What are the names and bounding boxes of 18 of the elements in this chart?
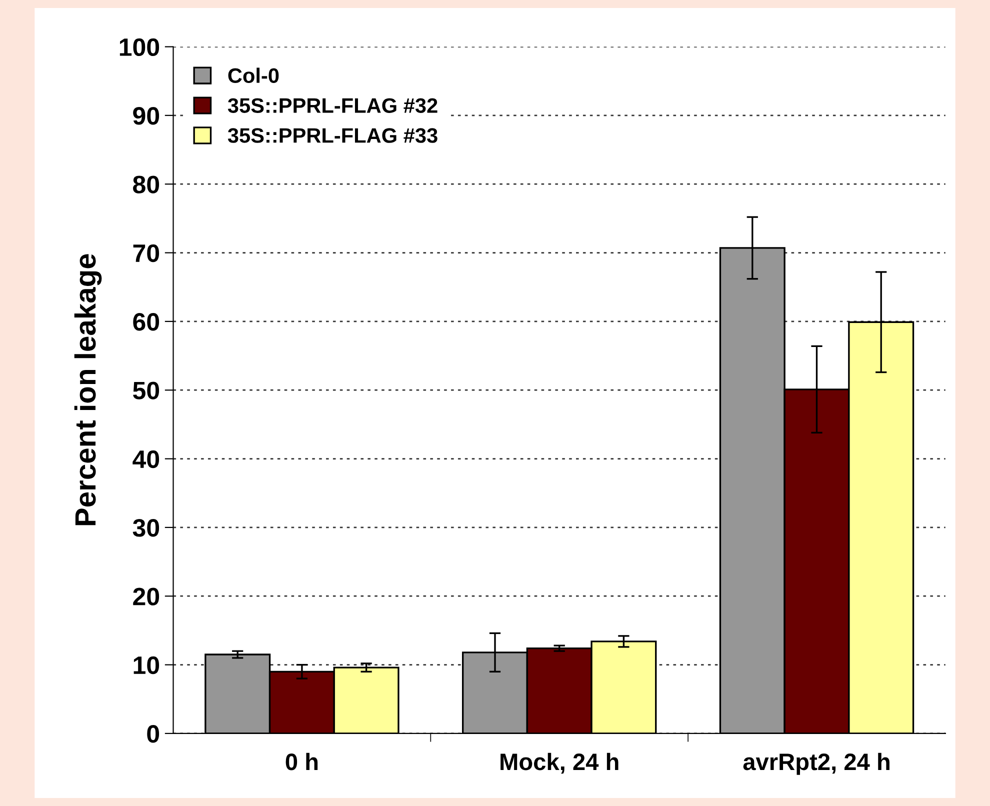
legend-label: 35S::PPRL-FLAG #33 [228,128,438,143]
legend-label: Col-0 [228,68,279,83]
y-tick-label: 60 [133,313,160,331]
x-tick-label: 0 h [286,752,318,770]
y-tick-label: 30 [132,519,160,537]
y-tick-label: 20 [133,588,160,606]
y-tick-label: 10 [134,656,160,674]
y-tick-label: 80 [133,176,160,194]
y-tick-label: 70 [133,244,160,262]
x-tick-label: Mock, 24 h [500,752,618,774]
legend-label: 35S::PPRL-FLAG #32 [228,98,438,113]
y-tick-label: 40 [132,450,160,468]
x-tick-label: avrRpt2, 24 h [743,752,890,775]
y-tick-label: 90 [133,107,160,125]
y-tick-label: 100 [120,38,160,56]
y-axis-title: Percent ion leakage [74,254,102,526]
y-tick-label: 50 [133,382,160,400]
y-tick-label: 0 [147,725,160,743]
